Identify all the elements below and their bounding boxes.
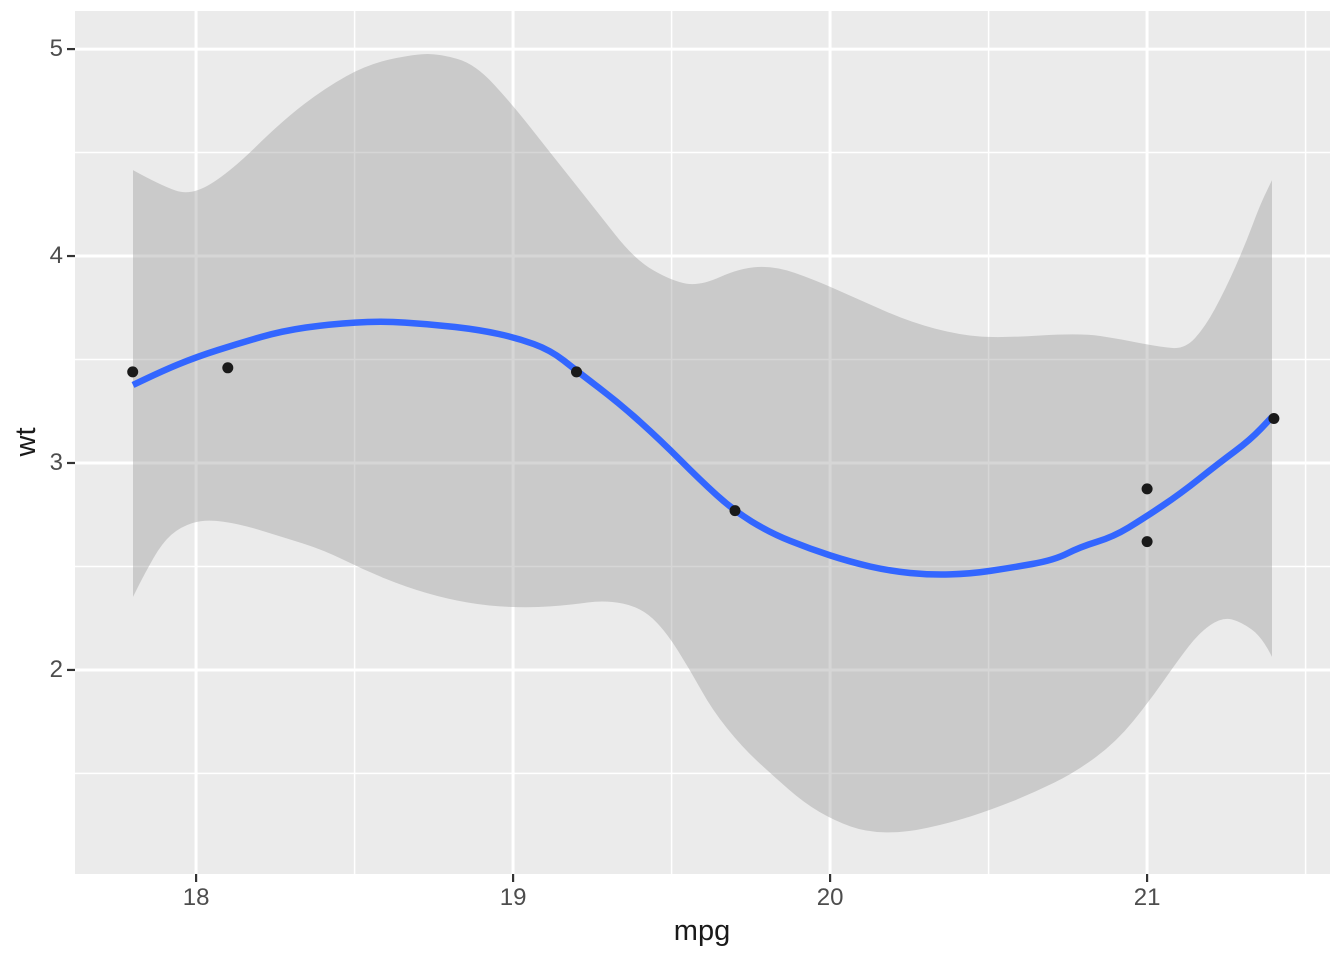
y-tick-label: 4 [49,242,63,270]
x-tick-label: 21 [1133,884,1161,911]
x-tick-label: 20 [816,884,844,911]
x-axis-title: mpg [673,915,731,947]
x-tick-label: 18 [182,884,210,911]
y-tick-label: 3 [49,448,63,476]
y-tick-label: 2 [49,655,63,683]
x-tick-label: 19 [499,884,527,911]
y-axis-title: wt [10,427,42,457]
y-tick-label: 5 [49,35,63,63]
